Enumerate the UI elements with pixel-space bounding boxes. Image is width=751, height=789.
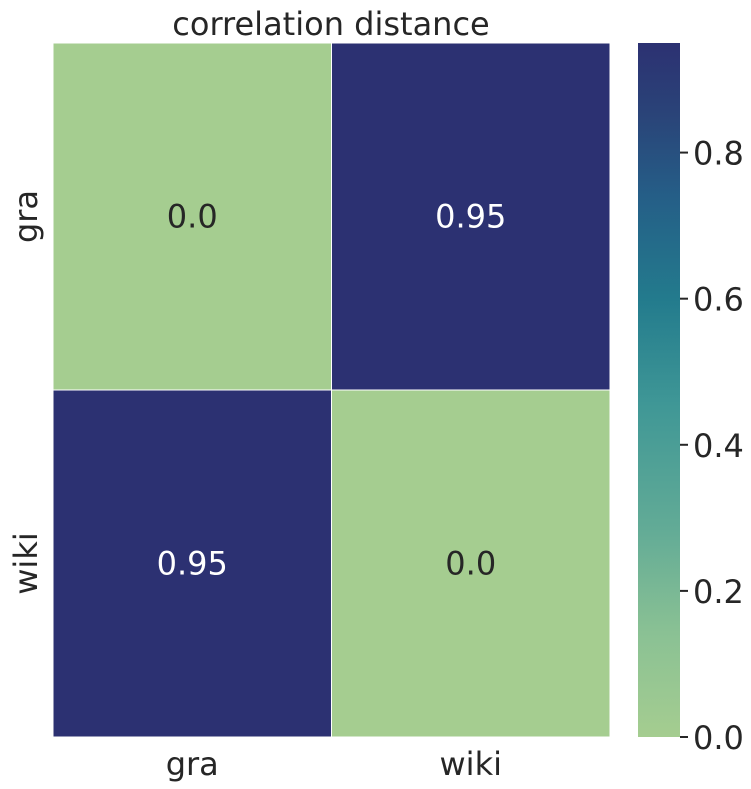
heatmap-cell-gra-wiki — [331, 42, 611, 391]
heatmap-cells — [52, 42, 611, 738]
heatmap-cell-wiki-wiki — [331, 389, 611, 738]
y-tick-label: wiki — [7, 532, 45, 594]
heatmap-cell-labels: 0.0 0.95 0.95 0.0 — [157, 198, 507, 583]
cell-value-label: 0.95 — [435, 198, 506, 236]
colorbar-tick-label: 0.4 — [693, 427, 744, 465]
colorbar-ticks: 0.0 0.2 0.4 0.6 0.8 — [680, 135, 744, 757]
cell-value-label: 0.0 — [167, 198, 218, 236]
x-tick-label: wiki — [440, 745, 502, 783]
colorbar-tick-label: 0.6 — [693, 281, 744, 319]
colorbar-tick-label: 0.2 — [693, 573, 744, 611]
y-axis-ticks: gra wiki — [7, 190, 45, 595]
x-axis-ticks: gra wiki — [166, 745, 502, 783]
colorbar-tick-label: 0.0 — [693, 719, 744, 757]
y-tick-label: gra — [7, 190, 45, 243]
cell-value-label: 0.0 — [445, 545, 496, 583]
colorbar-tick-label: 0.8 — [693, 135, 744, 173]
chart-title: correlation distance — [172, 5, 489, 43]
heatmap-cell-wiki-gra — [52, 389, 332, 738]
colorbar — [638, 43, 680, 737]
cell-value-label: 0.95 — [157, 545, 228, 583]
heatmap-cell-gra-gra — [52, 42, 332, 391]
x-tick-label: gra — [166, 745, 219, 783]
